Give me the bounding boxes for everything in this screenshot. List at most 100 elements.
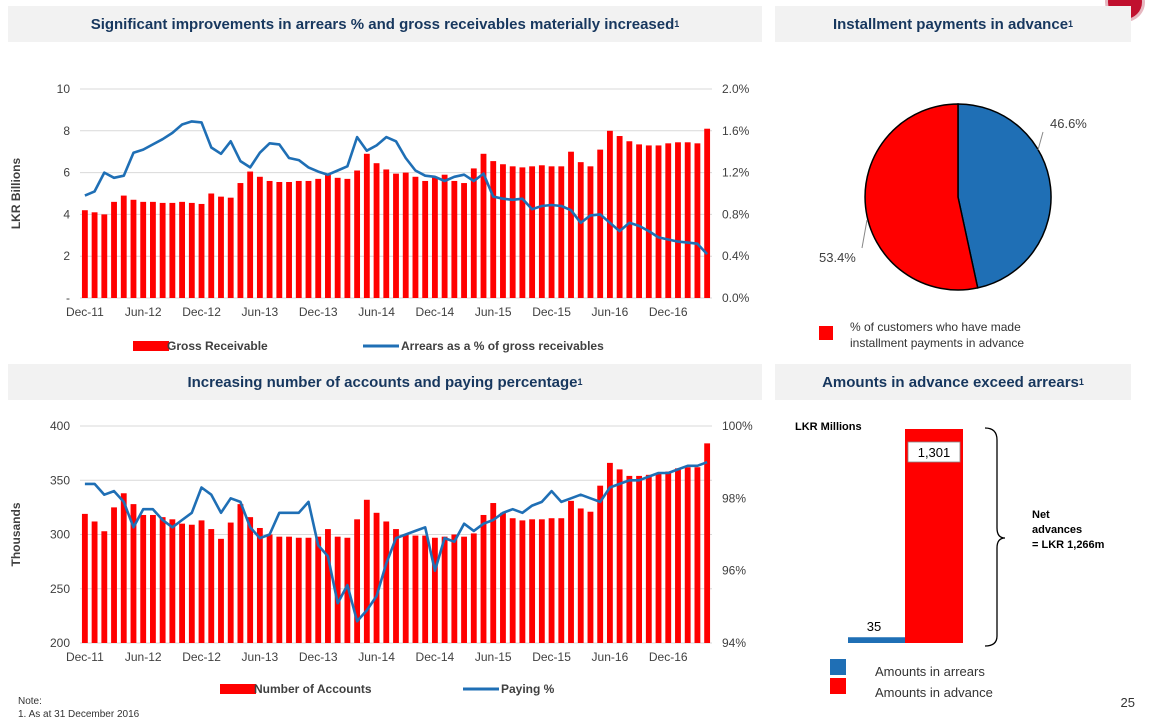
y-tick-label: - <box>66 291 70 305</box>
bar <box>704 128 711 298</box>
bar <box>188 524 195 643</box>
y-tick-label: 10 <box>57 82 71 96</box>
y2-tick-label: 0.0% <box>722 291 750 305</box>
bar <box>120 493 127 643</box>
bar <box>655 145 662 298</box>
x-tick-label: Jun-13 <box>242 305 279 319</box>
bar <box>363 153 370 298</box>
bar <box>490 503 497 643</box>
advance-vs-arrears-chart: LKR Millions 35 1,301 Net advances = LKR 1,26… <box>795 421 1105 700</box>
bar <box>81 513 88 643</box>
bar <box>597 485 604 643</box>
pie-label: 46.6% <box>1050 116 1087 131</box>
legend-label: Gross Receivable <box>167 339 268 353</box>
bar <box>441 174 448 298</box>
annotation-text: = LKR 1,266m <box>1032 539 1105 551</box>
bar <box>198 203 205 298</box>
bar <box>538 165 545 298</box>
x-tick-label: Jun-12 <box>125 650 162 664</box>
bar <box>227 522 234 643</box>
bar <box>694 143 701 298</box>
bar <box>636 144 642 298</box>
x-tick-label: Dec-15 <box>532 305 571 319</box>
footnote-mark: 1 <box>1078 377 1084 387</box>
bar <box>247 517 254 643</box>
bar <box>334 177 341 298</box>
y-axis-label: LKR Billions <box>9 158 23 230</box>
bar <box>509 166 516 298</box>
y2-tick-label: 96% <box>722 564 746 578</box>
bar <box>558 518 565 643</box>
bar <box>227 197 234 298</box>
bar <box>295 180 302 298</box>
bar <box>188 202 195 298</box>
bar <box>431 176 438 298</box>
legend-swatch <box>830 678 846 694</box>
x-tick-label: Dec-13 <box>299 305 338 319</box>
y-tick-label: 8 <box>63 124 70 138</box>
annotation-text: Net <box>1032 509 1050 521</box>
y2-tick-label: 94% <box>722 636 746 650</box>
x-tick-label: Dec-14 <box>416 305 455 319</box>
y2-tick-label: 1.2% <box>722 166 750 180</box>
x-tick-label: Dec-16 <box>649 650 688 664</box>
bar <box>470 168 477 298</box>
bar <box>344 537 351 643</box>
bar <box>684 142 691 298</box>
y-tick-label: 300 <box>50 528 70 542</box>
bar <box>500 164 506 298</box>
x-tick-label: Dec-15 <box>532 650 571 664</box>
bar <box>218 196 224 298</box>
bar <box>237 504 244 643</box>
bar <box>480 514 487 643</box>
legend-label: Number of Accounts <box>254 682 372 696</box>
bar <box>441 536 448 643</box>
line-series <box>84 460 708 623</box>
bar <box>198 520 205 643</box>
bar <box>431 537 438 643</box>
bar <box>276 536 283 643</box>
bar <box>412 535 419 643</box>
bar <box>150 514 156 643</box>
bar <box>169 202 176 298</box>
legend-label: % of customers who have made <box>850 320 1021 334</box>
value-label-box <box>907 441 961 463</box>
bar <box>383 521 390 643</box>
bar <box>286 182 292 298</box>
bar <box>480 153 487 298</box>
bar <box>266 534 273 643</box>
panel-title-receivables: Significant improvements in arrears % an… <box>8 6 762 42</box>
x-tick-label: Jun-16 <box>592 305 629 319</box>
y2-tick-label: 100% <box>722 419 753 433</box>
receivables-chart: - 2 4 6 8 10 0.0% 0.4% 0.8% 1.2% 1.6% 2.0% Dec-11 Jun… <box>9 82 750 353</box>
bar <box>587 166 594 298</box>
bar <box>587 511 594 643</box>
note-label: Note: <box>18 696 42 707</box>
y-tick-label: 350 <box>50 473 70 487</box>
bar <box>529 166 536 298</box>
bar <box>645 145 652 298</box>
bar <box>179 201 186 298</box>
bar <box>325 174 331 298</box>
bar <box>81 210 88 298</box>
x-tick-label: Jun-12 <box>125 305 162 319</box>
bar <box>519 167 526 298</box>
panel-title-installments: Installment payments in advance 1 <box>775 6 1131 42</box>
bar <box>305 180 312 298</box>
bar <box>295 537 302 643</box>
y-tick-label: 2 <box>63 249 70 263</box>
bar <box>101 214 108 298</box>
bar <box>363 499 370 643</box>
bar <box>256 176 263 298</box>
legend-label: Arrears as a % of gross receivables <box>401 339 604 353</box>
bar <box>402 172 409 298</box>
bar <box>91 521 98 643</box>
bar <box>684 467 691 643</box>
x-tick-label: Jun-15 <box>475 650 512 664</box>
bar <box>412 176 419 298</box>
y2-tick-label: 1.6% <box>722 124 750 138</box>
y-axis-label: LKR Millions <box>795 421 862 433</box>
x-tick-label: Dec-11 <box>66 650 104 664</box>
bar <box>140 201 147 298</box>
installments-pie-chart: 46.6% 53.4% % of customers who have made in… <box>819 103 1087 350</box>
